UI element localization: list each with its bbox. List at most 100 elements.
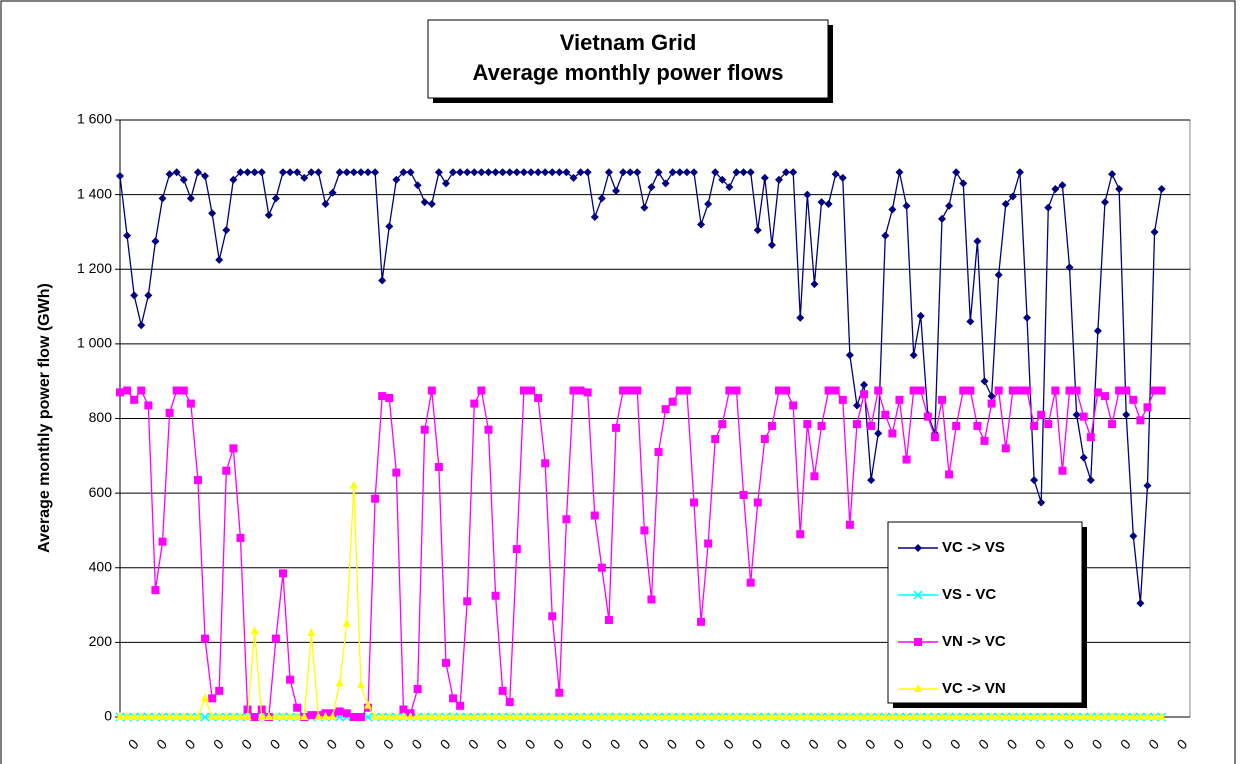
data-point [697, 220, 706, 229]
data-point [179, 386, 188, 395]
data-point [1037, 712, 1046, 720]
data-point [165, 712, 174, 720]
data-point [959, 712, 968, 720]
data-point [576, 168, 585, 177]
data-point [987, 392, 996, 401]
data-point [477, 712, 486, 720]
data-point [385, 222, 394, 231]
data-point [314, 168, 323, 177]
data-point [626, 386, 635, 395]
data-point [1030, 712, 1039, 720]
data-point [916, 311, 925, 320]
data-point [364, 700, 373, 709]
data-point [548, 612, 557, 621]
data-point [144, 291, 153, 300]
data-point [399, 712, 408, 720]
data-point [456, 712, 465, 720]
data-point [1150, 712, 1159, 720]
data-point [151, 586, 160, 595]
data-point [874, 712, 883, 720]
data-point [1044, 203, 1053, 212]
data-point [746, 578, 755, 587]
data-point [1108, 420, 1117, 429]
data-point [860, 380, 869, 389]
y-tick-label: 600 [89, 484, 113, 500]
data-point [1129, 395, 1138, 404]
data-point [1100, 198, 1109, 207]
data-point [222, 712, 231, 720]
data-point [661, 179, 670, 188]
data-point [1065, 712, 1074, 720]
data-point [711, 168, 720, 177]
data-point [888, 429, 897, 438]
data-point [1008, 192, 1017, 201]
data-point [236, 533, 245, 542]
data-point [1143, 403, 1152, 412]
data-point [753, 498, 762, 507]
data-point [937, 395, 946, 404]
data-point [1015, 168, 1024, 177]
series-line [120, 485, 1162, 718]
data-point [852, 401, 861, 410]
data-point [229, 712, 238, 720]
data-point [824, 712, 833, 720]
data-point [413, 181, 422, 190]
data-point [845, 520, 854, 529]
data-point [229, 444, 238, 453]
data-point [505, 168, 514, 177]
data-point [1008, 386, 1017, 395]
data-point [356, 680, 365, 689]
data-point [1051, 712, 1060, 720]
data-point [123, 712, 132, 720]
data-point [349, 168, 358, 177]
data-point [562, 168, 571, 177]
data-point [583, 388, 592, 397]
data-point [534, 168, 543, 177]
data-point [689, 712, 698, 720]
data-point [1065, 386, 1074, 395]
data-point [243, 168, 252, 177]
data-point [321, 199, 330, 208]
data-point [526, 712, 535, 720]
data-point [682, 386, 691, 395]
data-point [477, 168, 486, 177]
data-point [427, 712, 436, 720]
data-point [810, 712, 819, 720]
data-point [427, 386, 436, 395]
data-point [1115, 712, 1124, 720]
data-point [569, 386, 578, 395]
data-point [796, 530, 805, 539]
data-point [278, 168, 287, 177]
data-point [753, 712, 762, 720]
chart-title: Vietnam Grid [560, 30, 697, 55]
data-point [541, 459, 550, 468]
data-point [519, 386, 528, 395]
data-point [1001, 444, 1010, 453]
data-point [604, 168, 613, 177]
data-point [612, 712, 621, 720]
data-point [342, 618, 351, 627]
data-point [1023, 386, 1032, 395]
data-point [186, 399, 195, 408]
data-point [1093, 326, 1102, 335]
data-point [278, 712, 287, 720]
data-point [725, 712, 734, 720]
data-point [193, 168, 202, 177]
data-point [186, 194, 195, 203]
data-point [293, 712, 302, 720]
series-group [115, 168, 1167, 722]
data-point [208, 694, 217, 703]
data-point [314, 712, 323, 720]
data-point [796, 313, 805, 322]
data-point [945, 712, 954, 720]
data-point [392, 712, 401, 720]
data-point [945, 201, 954, 210]
data-point [1037, 410, 1046, 419]
data-point [293, 168, 302, 177]
data-point [923, 412, 932, 421]
data-point [116, 388, 124, 397]
legend-marker [914, 544, 922, 552]
data-point [264, 712, 273, 720]
data-point [420, 425, 429, 434]
data-point [456, 168, 465, 177]
